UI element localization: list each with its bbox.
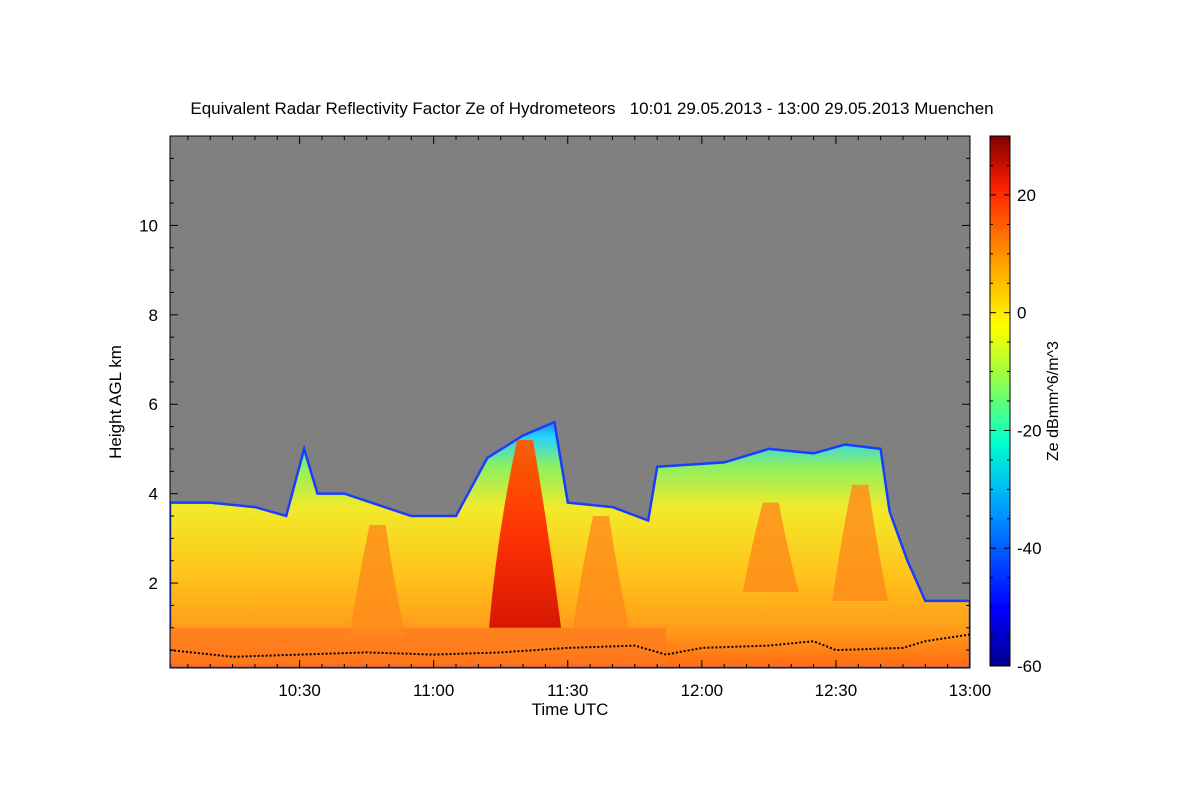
colorbar: -60 -40 -20 0 20 Ze dBmm^6/m^3 (989, 135, 1062, 676)
reflectivity-core-4 (742, 502, 799, 592)
y-tick-label: 8 (149, 306, 158, 325)
plot-area (169, 135, 971, 669)
plot-frame (169, 135, 971, 669)
x-tick-label: 11:30 (547, 681, 588, 700)
colorbar-tick-label: -20 (1017, 421, 1042, 440)
x-tick-label: 12:00 (681, 681, 724, 700)
colorbar-tick-label: 20 (1017, 186, 1036, 205)
chart-title: Equivalent Radar Reflectivity Factor Ze … (190, 99, 993, 118)
y-tick-label: 2 (149, 574, 158, 593)
y-axis: 2 4 6 8 10 (139, 135, 970, 651)
x-tick-label: 10:30 (278, 681, 321, 700)
colorbar-tick-label: 0 (1017, 304, 1026, 323)
y-tick-label: 10 (139, 216, 158, 235)
y-axis-label: Height AGL km (106, 345, 125, 459)
x-axis: 10:30 11:00 11:30 12:00 12:30 13:00 (187, 136, 992, 700)
x-tick-label: 13:00 (949, 681, 992, 700)
colorbar-tick-label: -60 (1017, 657, 1042, 676)
colorbar-label: Ze dBmm^6/m^3 (1045, 341, 1062, 461)
y-tick-label: 4 (149, 485, 158, 504)
reflectivity-core-5 (832, 484, 889, 601)
y-tick-label: 6 (149, 395, 158, 414)
x-tick-label: 11:00 (413, 681, 454, 700)
reflectivity-core-2 (489, 440, 562, 628)
cloud-base-line (170, 633, 970, 658)
colorbar-tick-label: -40 (1017, 539, 1042, 558)
reflectivity-core-1 (349, 524, 406, 637)
melting-layer-band (170, 627, 667, 664)
x-tick-label: 12:30 (815, 681, 858, 700)
reflectivity-core-3 (573, 516, 630, 628)
x-axis-label: Time UTC (532, 700, 609, 719)
